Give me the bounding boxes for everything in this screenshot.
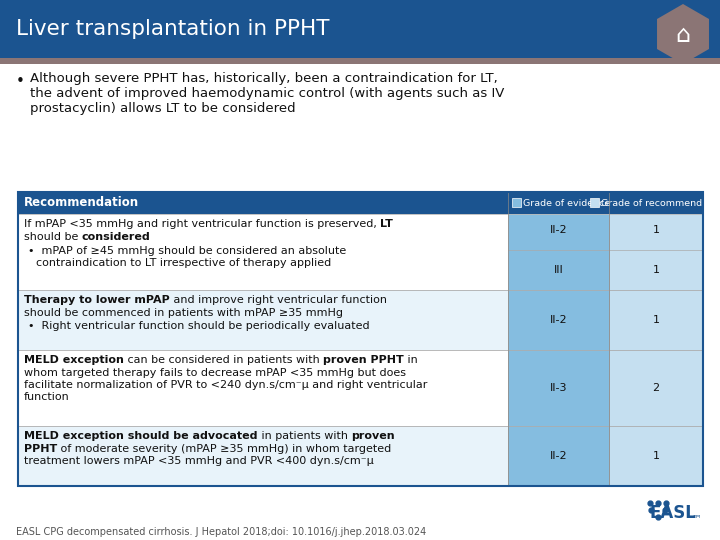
Text: 1: 1 bbox=[652, 225, 660, 235]
Bar bbox=[18, 192, 703, 214]
Text: prostacyclin) allows LT to be considered: prostacyclin) allows LT to be considered bbox=[30, 102, 296, 115]
Text: considered: considered bbox=[82, 232, 150, 241]
Text: ™: ™ bbox=[692, 513, 702, 523]
Bar bbox=[18, 426, 508, 486]
Text: should be commenced in patients with mPAP ≥35 mmHg: should be commenced in patients with mPA… bbox=[24, 307, 343, 318]
Text: •  Right ventricular function should be periodically evaluated: • Right ventricular function should be p… bbox=[28, 321, 369, 331]
Text: the advent of improved haemodynamic control (with agents such as IV: the advent of improved haemodynamic cont… bbox=[30, 87, 505, 100]
Bar bbox=[512, 198, 521, 207]
Text: III: III bbox=[554, 265, 563, 275]
Bar bbox=[609, 350, 703, 426]
Bar bbox=[508, 350, 609, 426]
Text: Grade of recommendation: Grade of recommendation bbox=[600, 199, 720, 207]
Text: II-3: II-3 bbox=[549, 383, 567, 393]
Bar bbox=[0, 58, 720, 64]
Text: Liver transplantation in PPHT: Liver transplantation in PPHT bbox=[16, 19, 330, 39]
Text: EASL: EASL bbox=[649, 504, 696, 522]
Bar bbox=[609, 214, 703, 290]
Bar bbox=[609, 426, 703, 486]
Text: If mPAP <35 mmHg and right ventricular function is preserved,: If mPAP <35 mmHg and right ventricular f… bbox=[24, 219, 380, 229]
Text: Recommendation: Recommendation bbox=[24, 197, 139, 210]
Text: LT: LT bbox=[380, 219, 393, 229]
Bar bbox=[508, 426, 609, 486]
Text: treatment lowers mPAP <35 mmHg and PVR <400 dyn.s/cm⁻µ: treatment lowers mPAP <35 mmHg and PVR <… bbox=[24, 456, 374, 466]
Text: 1: 1 bbox=[652, 451, 660, 461]
Bar bbox=[590, 198, 599, 207]
Text: contraindication to LT irrespective of therapy applied: contraindication to LT irrespective of t… bbox=[36, 259, 331, 268]
Text: facilitate normalization of PVR to <240 dyn.s/cm⁻µ and right ventricular: facilitate normalization of PVR to <240 … bbox=[24, 380, 428, 390]
Text: in patients with: in patients with bbox=[258, 431, 351, 441]
Text: II-2: II-2 bbox=[549, 451, 567, 461]
Text: whom targeted therapy fails to decrease mPAP <35 mmHg but does: whom targeted therapy fails to decrease … bbox=[24, 368, 406, 377]
Text: proven: proven bbox=[351, 431, 395, 441]
Text: should be: should be bbox=[24, 232, 82, 241]
Text: PPHT: PPHT bbox=[24, 443, 58, 454]
Text: 2: 2 bbox=[652, 383, 660, 393]
Bar bbox=[0, 0, 720, 58]
Text: MELD exception should be advocated: MELD exception should be advocated bbox=[24, 431, 258, 441]
Text: Therapy to lower mPAP: Therapy to lower mPAP bbox=[24, 295, 170, 305]
Bar bbox=[609, 290, 703, 350]
Text: function: function bbox=[24, 393, 70, 402]
Text: and improve right ventricular function: and improve right ventricular function bbox=[170, 295, 387, 305]
Bar bbox=[18, 350, 508, 426]
Text: II-2: II-2 bbox=[549, 315, 567, 325]
Text: •: • bbox=[16, 74, 25, 89]
Text: MELD exception: MELD exception bbox=[24, 355, 124, 365]
Bar bbox=[508, 214, 609, 290]
Bar bbox=[18, 290, 508, 350]
Bar bbox=[18, 214, 508, 290]
Text: in: in bbox=[404, 355, 418, 365]
Text: •  mPAP of ≥45 mmHg should be considered an absolute: • mPAP of ≥45 mmHg should be considered … bbox=[28, 246, 346, 256]
Text: II-2: II-2 bbox=[549, 225, 567, 235]
Text: proven PPHT: proven PPHT bbox=[323, 355, 404, 365]
Bar bbox=[18, 192, 703, 486]
Bar bbox=[508, 290, 609, 350]
Text: of moderate severity (mPAP ≥35 mmHg) in whom targeted: of moderate severity (mPAP ≥35 mmHg) in … bbox=[58, 443, 392, 454]
Text: Grade of evidence: Grade of evidence bbox=[523, 199, 610, 207]
Text: 1: 1 bbox=[652, 315, 660, 325]
Polygon shape bbox=[657, 4, 709, 64]
Text: Although severe PPHT has, historically, been a contraindication for LT,: Although severe PPHT has, historically, … bbox=[30, 72, 498, 85]
Text: 1: 1 bbox=[652, 265, 660, 275]
Text: can be considered in patients with: can be considered in patients with bbox=[124, 355, 323, 365]
Text: ⌂: ⌂ bbox=[675, 23, 690, 47]
Text: EASL CPG decompensated cirrhosis. J Hepatol 2018;doi: 10.1016/j.jhep.2018.03.024: EASL CPG decompensated cirrhosis. J Hepa… bbox=[16, 527, 426, 537]
